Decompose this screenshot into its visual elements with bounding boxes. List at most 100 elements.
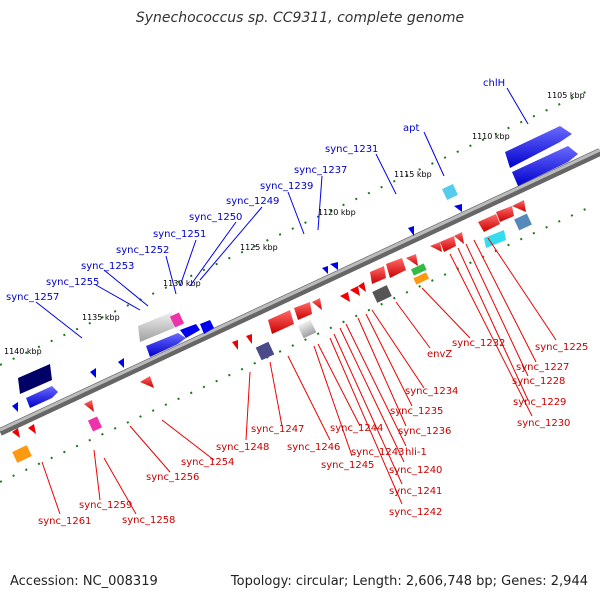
gene-label-upper[interactable]: sync_1250 <box>189 212 242 223</box>
gene-arrow[interactable] <box>454 204 462 212</box>
gene-arrow[interactable] <box>28 424 36 434</box>
gene-arrow[interactable] <box>322 266 328 274</box>
gene-apt-block[interactable] <box>442 184 458 200</box>
gene-arrow[interactable] <box>12 402 18 412</box>
gene-arrow[interactable] <box>232 340 238 350</box>
gene-arrow[interactable] <box>350 286 360 296</box>
gene-label-lower[interactable]: envZ <box>427 349 452 360</box>
gene-label-lower[interactable]: sync_1261 <box>38 516 91 527</box>
gene-arrow[interactable] <box>12 428 20 438</box>
gene-label-lower[interactable]: sync_1245 <box>321 460 374 471</box>
kbp-label: 1110 kbp <box>472 132 510 141</box>
gene-darkblue-block[interactable] <box>18 364 52 394</box>
accession-text: Accession: NC_008319 <box>10 574 158 589</box>
kbp-label: 1140 kbp <box>4 347 42 356</box>
gene-label-lower[interactable]: hli-1 <box>405 447 427 458</box>
gene-orange-block[interactable] <box>413 272 430 285</box>
gene-grey-block[interactable] <box>297 319 317 339</box>
gene-arrow[interactable] <box>180 324 200 338</box>
kbp-label: 1115 kbp <box>394 170 432 179</box>
gene-arrow[interactable] <box>340 292 350 302</box>
gene-arrow[interactable] <box>478 214 500 232</box>
gene-label-lower[interactable]: sync_1232 <box>452 338 505 349</box>
kbp-label: 1135 kbp <box>82 313 120 322</box>
gene-arrow[interactable] <box>312 298 322 310</box>
gene-arrow[interactable] <box>140 376 154 388</box>
map-title: Synechococcus sp. CC9311, complete genom… <box>135 10 465 26</box>
gene-label-lower[interactable]: sync_1241 <box>389 486 442 497</box>
gene-arrow[interactable] <box>26 386 58 408</box>
gene-magenta-block[interactable] <box>169 312 185 328</box>
gene-arrow[interactable] <box>358 282 366 292</box>
lower-leaders <box>41 237 557 515</box>
gene-label-upper[interactable]: sync_1253 <box>81 261 134 272</box>
gene-label-upper[interactable]: sync_1252 <box>116 245 169 256</box>
gene-label-upper[interactable]: sync_1255 <box>46 277 99 288</box>
gene-arrow[interactable] <box>294 302 312 320</box>
gene-grey-block[interactable] <box>138 312 174 342</box>
gene-label-lower[interactable]: sync_1243 <box>351 447 404 458</box>
gene-label-lower[interactable]: sync_1228 <box>512 376 565 387</box>
gene-chlH-arrow[interactable] <box>505 126 572 168</box>
gene-arrow[interactable] <box>406 254 418 266</box>
gene-label-upper[interactable]: sync_1239 <box>260 181 313 192</box>
gene-arrow[interactable] <box>246 334 252 344</box>
genome-backbone <box>0 148 600 436</box>
gene-label-lower[interactable]: sync_1229 <box>513 397 566 408</box>
gene-arrow[interactable] <box>268 310 294 334</box>
gene-arrow[interactable] <box>146 333 186 357</box>
gene-arrow[interactable] <box>496 206 514 222</box>
gene-label-upper[interactable]: sync_1249 <box>226 196 279 207</box>
gene-steelblue-block[interactable] <box>514 213 532 231</box>
gene-label-lower[interactable]: sync_1248 <box>216 442 269 453</box>
gene-label-upper[interactable]: sync_1251 <box>153 229 206 240</box>
gene-darkgrey-block[interactable] <box>372 285 392 303</box>
gene-label-lower[interactable]: sync_1227 <box>516 362 569 373</box>
gene-label-lower[interactable]: sync_1256 <box>146 472 199 483</box>
gene-label-lower[interactable]: sync_1259 <box>79 500 132 511</box>
genome-backbone-highlight <box>0 148 600 432</box>
gene-arrow[interactable] <box>386 258 406 278</box>
gene-arrow[interactable] <box>200 320 214 334</box>
gene-label-lower[interactable]: sync_1246 <box>287 442 340 453</box>
gene-label-lower[interactable]: sync_1236 <box>398 426 451 437</box>
gene-slate-block[interactable] <box>255 341 275 361</box>
gene-arrow[interactable] <box>408 226 414 236</box>
gene-label-upper[interactable]: sync_1257 <box>6 292 59 303</box>
gene-arrow[interactable] <box>118 358 124 368</box>
lower-gene-blocks <box>12 200 532 463</box>
gene-label-upper[interactable]: sync_1231 <box>325 144 378 155</box>
gene-label-upper[interactable]: sync_1237 <box>294 165 347 176</box>
gene-arrow[interactable] <box>512 146 578 186</box>
gene-orange-block[interactable] <box>12 445 32 463</box>
gene-magenta-block[interactable] <box>87 416 103 432</box>
gene-label-lower[interactable]: sync_1254 <box>181 457 234 468</box>
gene-arrow[interactable] <box>84 400 94 412</box>
gene-label-lower[interactable]: sync_1258 <box>122 515 175 526</box>
gene-arrow[interactable] <box>440 236 456 252</box>
kbp-label: 1105 kbp <box>547 91 585 100</box>
gene-label-lower[interactable]: sync_1234 <box>405 386 458 397</box>
gene-arrow[interactable] <box>512 200 526 212</box>
gene-label-lower[interactable]: sync_1230 <box>517 418 570 429</box>
gene-green-block[interactable] <box>410 263 427 276</box>
gene-arrow[interactable] <box>90 368 96 378</box>
gene-label-lower[interactable]: sync_1242 <box>389 507 442 518</box>
gene-label-upper[interactable]: chlH <box>483 78 505 89</box>
gene-arrow[interactable] <box>430 242 442 252</box>
gene-label-upper[interactable]: apt <box>403 123 419 134</box>
kbp-label: 1120 kbp <box>318 208 356 217</box>
gene-arrow[interactable] <box>370 266 386 284</box>
gene-label-lower[interactable]: sync_1225 <box>535 342 588 353</box>
gene-label-lower[interactable]: sync_1240 <box>389 465 442 476</box>
gene-cyan-block[interactable] <box>484 230 506 248</box>
kbp-label: 1130 kbp <box>163 279 201 288</box>
kbp-label: 1125 kbp <box>240 243 278 252</box>
gene-arrow[interactable] <box>454 232 464 244</box>
gene-arrow[interactable] <box>330 262 338 270</box>
gene-label-lower[interactable]: sync_1235 <box>390 406 443 417</box>
upper-leaders <box>35 87 529 339</box>
gene-label-lower[interactable]: sync_1244 <box>330 423 383 434</box>
gene-label-lower[interactable]: sync_1247 <box>251 424 304 435</box>
